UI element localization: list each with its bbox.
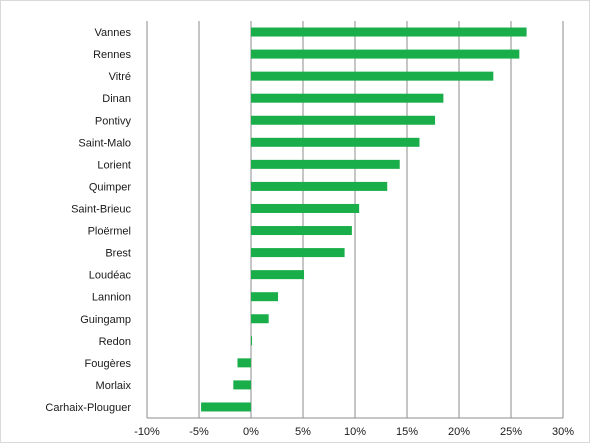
bar [251, 270, 305, 280]
category-label: Saint-Malo [78, 137, 131, 149]
x-tick-label: 15% [396, 426, 418, 438]
bar [251, 71, 494, 81]
category-label: Loudéac [89, 270, 132, 282]
category-label: Ploërmel [88, 226, 131, 238]
x-tick-label: 5% [295, 426, 311, 438]
category-label: Carhaix-Plouguer [45, 402, 131, 414]
category-label: Vannes [95, 27, 132, 39]
category-label: Pontivy [95, 115, 132, 127]
x-tick-label: 25% [500, 426, 522, 438]
bar [233, 380, 251, 390]
category-label: Lorient [97, 159, 131, 171]
x-tick-labels: -10% -5% 0% 5% 10% 15% 20% 25% 30% [134, 426, 574, 438]
gridlines [146, 21, 564, 419]
x-tick-label: -5% [189, 426, 209, 438]
x-tick-label: 30% [552, 426, 574, 438]
x-tick-label: 10% [344, 426, 366, 438]
category-labels: Vannes Rennes Vitré Dinan Pontivy Saint-Malo L… [45, 27, 131, 414]
bar [251, 49, 520, 59]
bar [251, 336, 253, 346]
category-label: Morlaix [96, 380, 132, 392]
bar [251, 159, 400, 169]
category-label: Guingamp [80, 314, 131, 326]
category-label: Dinan [102, 93, 131, 105]
category-label: Quimper [89, 181, 132, 193]
category-label: Redon [99, 336, 131, 348]
category-label: Saint-Brieuc [71, 203, 131, 215]
category-label: Fougères [85, 358, 132, 370]
category-label: Brest [105, 248, 131, 260]
bar [251, 93, 444, 103]
category-label: Vitré [109, 71, 131, 83]
category-label: Lannion [92, 292, 131, 304]
x-tick-label: 0% [243, 426, 259, 438]
bar [251, 226, 352, 236]
bar [251, 292, 279, 302]
bar [201, 402, 251, 412]
category-label: Rennes [93, 49, 131, 61]
bar [251, 137, 420, 147]
bar [251, 115, 436, 125]
bar [251, 248, 345, 258]
bars [201, 27, 527, 412]
bar [251, 203, 360, 213]
x-tick-label: -10% [134, 426, 160, 438]
bar [251, 314, 269, 324]
x-tick-label: 20% [448, 426, 470, 438]
bar [251, 181, 388, 191]
bar [237, 358, 251, 368]
bar [251, 27, 527, 37]
